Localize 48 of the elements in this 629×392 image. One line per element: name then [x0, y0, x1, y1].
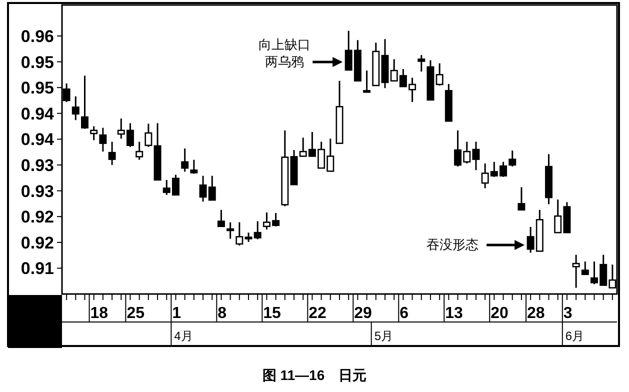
x-tick-label: 28 [527, 305, 545, 322]
y-tick-label: 0.92 [20, 233, 54, 252]
x-tick-label: 13 [445, 305, 464, 322]
candlestick [217, 209, 225, 228]
x-tick-label: 15 [263, 305, 282, 322]
y-tick-label: 0.94 [20, 104, 55, 124]
text: 4月 [174, 329, 193, 343]
candlestick [81, 74, 88, 130]
y-tick-label: 0.95 [20, 52, 54, 72]
x-tick-label: 3 [563, 305, 572, 322]
candlestick [181, 148, 189, 172]
candlestick [144, 122, 152, 148]
text: 图 11—16 日元 [262, 367, 367, 383]
y-tick-label: 0.93 [20, 156, 54, 175]
candlestick [72, 96, 80, 121]
text: 5月 [374, 329, 394, 343]
x-tick-label: 18 [90, 305, 108, 322]
y-tick-label: 0.94 [20, 130, 55, 150]
candlestick [508, 150, 516, 168]
x-tick-label: 29 [354, 305, 372, 322]
candlestick [108, 141, 116, 166]
x-tick-label: 25 [126, 305, 145, 322]
candlestick [99, 127, 107, 152]
candlestick [572, 254, 580, 289]
x-tick-label: 8 [218, 305, 227, 322]
annotation: 两乌鸦 [265, 54, 304, 69]
text: 6月 [565, 329, 584, 343]
candlestick [418, 54, 426, 72]
y-tick-label: 0.95 [20, 78, 54, 98]
candlestick [90, 126, 98, 141]
y-tick-label: 0.92 [20, 208, 54, 227]
candlestick [190, 159, 198, 175]
candlestick [436, 62, 444, 86]
x-tick-label: 22 [308, 305, 327, 322]
candlestick [581, 260, 589, 276]
candlestick [363, 70, 371, 93]
candlestick [236, 222, 244, 246]
x-tick-label: 1 [172, 305, 182, 322]
annotation: 吞没形态 [426, 237, 479, 252]
candlestick [518, 186, 526, 211]
annotation: 向上缺口 [258, 37, 311, 52]
x-tick-label: 6 [400, 305, 409, 322]
candlestick [226, 222, 234, 240]
y-tick-label: 0.93 [20, 182, 54, 201]
candlestick [136, 141, 144, 161]
x-tick-label: 20 [490, 305, 509, 322]
y-tick-label: 0.91 [20, 259, 54, 278]
y-tick-label: 0.96 [20, 26, 54, 46]
